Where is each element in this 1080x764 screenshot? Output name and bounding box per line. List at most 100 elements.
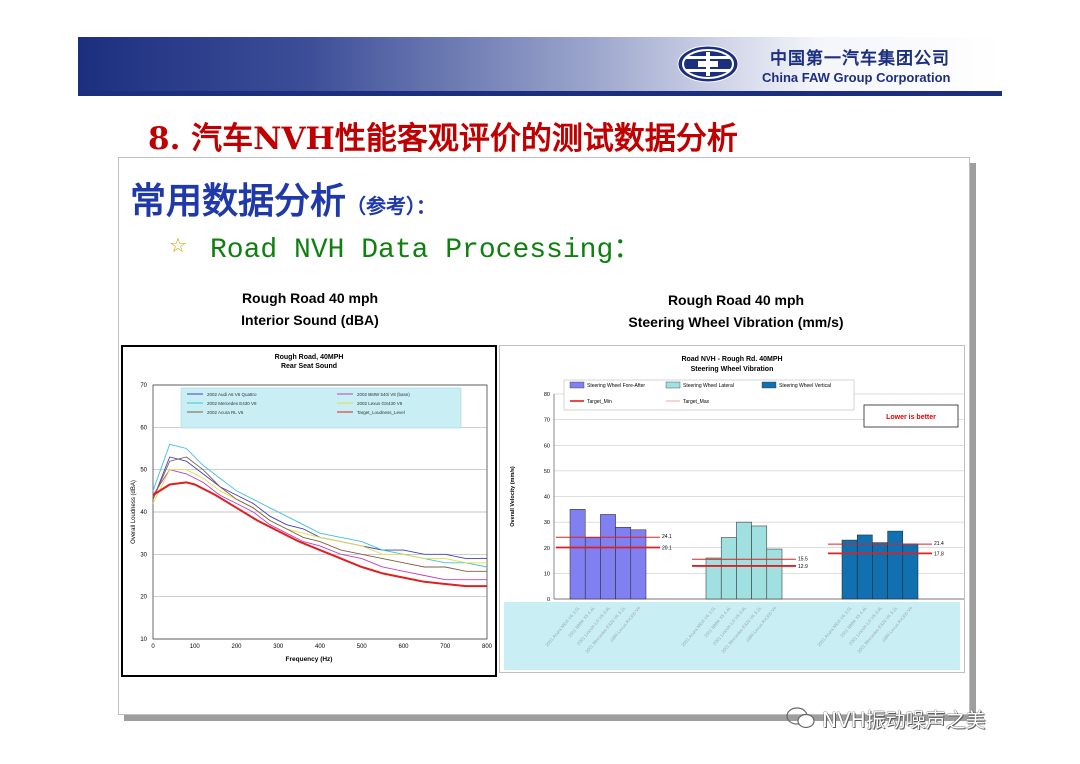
chart1-y-tick: 70 (140, 383, 147, 389)
chart2-bar (902, 543, 919, 600)
company-name-en: China FAW Group Corporation (762, 70, 951, 85)
chart2-bar (600, 514, 616, 600)
section-title-text: 常用数据分析 (130, 180, 347, 222)
chart1-x-tick: 300 (273, 644, 284, 650)
chart1-legend-label: 2002 BMW 540i V8 (base) (357, 392, 410, 397)
chart1-x-tick: 0 (151, 644, 155, 650)
chart2-subtitle: Steering Wheel Vibration (691, 366, 774, 373)
chart2-legend-swatch (761, 381, 777, 389)
chart1-y-tick: 60 (140, 425, 147, 431)
chart2-legend-label: Steering Wheel Fore-After (587, 383, 645, 389)
chart2-y-tick: 10 (544, 571, 550, 577)
chart1-legend-label: 2002 Lexus GS430 V8 (357, 401, 403, 406)
chart2-target-min-label: 17.8 (934, 551, 944, 557)
chart2-y-tick: 80 (544, 392, 550, 398)
chart1-series-line (152, 456, 487, 572)
chart1-y-tick: 40 (140, 510, 147, 516)
chart2-y-tick: 20 (544, 546, 550, 552)
chart2-legend-label: Steering Wheel Vertical (779, 383, 831, 389)
watermark-text: NVH振动噪声之美 (822, 708, 986, 732)
interior-sound-plot: Rough Road, 40MPH Rear Seat Sound 10 20 30 40… (131, 354, 493, 663)
chart2-bar (872, 542, 888, 600)
chart2-legend-label: Steering Wheel Lateral (683, 383, 734, 389)
chart2-y-tick: 70 (544, 418, 550, 424)
chart2-note-text: Lower is better (886, 414, 936, 421)
chart1-legend-box (180, 387, 462, 429)
chart2-bar (705, 557, 722, 600)
chart1-series-line (152, 443, 488, 568)
chart1-x-tick: 400 (315, 644, 326, 650)
chart1-series-line (152, 456, 487, 560)
chart2-legend-swatch (569, 381, 585, 389)
chart2-note-box (863, 404, 959, 428)
chart1-y-tick: 50 (140, 468, 147, 474)
chart1-x-tick: 500 (357, 644, 368, 650)
chart2-legend-target-label: Target_Min (587, 399, 612, 405)
chart1-x-tick: 600 (398, 644, 409, 650)
chart2-y-tick: 60 (544, 443, 550, 449)
steering-vibration-chart: Road NVH - Rough Rd. 40MPH Steering Wheel… (499, 345, 968, 673)
chart2-y-tick: 50 (544, 469, 550, 475)
header-underline (78, 91, 1002, 96)
chart2-legend-box (563, 379, 855, 411)
right-chart-heading: Rough Road 40 mph Steering Wheel Vibrati… (600, 292, 872, 330)
chart2-target-max-label: 15.5 (798, 556, 808, 562)
chart2-bar (720, 537, 737, 600)
chart2-bar (736, 521, 752, 600)
chart1-legend-label: 2002 Audi A6 V6 Quattro (207, 392, 257, 397)
chart2-bar (630, 529, 647, 600)
chart1-legend-label: 2002 Mercedes E430 V8 (207, 401, 257, 406)
chart1-y-tick: 20 (140, 595, 147, 601)
chart1-x-tick: 700 (440, 644, 451, 650)
wechat-icon (786, 707, 815, 729)
chart2-bar (615, 527, 632, 600)
chart1-legend-label: Target_Loudness_Level (357, 410, 405, 415)
chart2-y-tick: 0 (547, 597, 550, 603)
chart1-x-tick: 800 (482, 644, 493, 650)
chart2-y-tick: 30 (544, 520, 550, 526)
chart2-target-max-label: 21.4 (934, 541, 944, 547)
left-chart-heading: Rough Road 40 mph Interior Sound (dBA) (190, 290, 430, 328)
left-chart-heading-line1: Rough Road 40 mph (241, 290, 379, 306)
chart2-y-label: Overall Velocity (mm/s) (510, 466, 516, 527)
chart1-legend-label: 2002 Acura RL V6 (207, 410, 244, 415)
chart2-legend-swatch (665, 381, 681, 389)
chart1-series-line (152, 469, 487, 564)
chart2-legend-target-label: Target_Max (683, 399, 710, 405)
right-chart-heading-line1: Rough Road 40 mph (667, 292, 805, 308)
chart1-title: Rough Road, 40MPH (275, 354, 344, 361)
chart2-bar (766, 548, 783, 600)
section-title: 常用数据分析（参考）： (130, 172, 436, 224)
header-banner (78, 37, 1002, 91)
chart2-bar (569, 509, 586, 600)
chart1-series-line (152, 481, 487, 588)
chart2-y-tick: 40 (544, 495, 550, 501)
section-title-note: （参考）： (346, 194, 437, 218)
chart1-plot-frame (152, 384, 488, 640)
chart1-y-tick: 30 (140, 552, 147, 558)
chart1-subtitle: Rear Seat Sound (281, 363, 337, 370)
chart2-bar (887, 530, 904, 600)
chart2-target-max-label: 24.1 (662, 534, 672, 540)
page-title: 8. 汽车NVH性能客观评价的测试数据分析 (148, 121, 738, 157)
chart2-target-min-label: 12.9 (798, 564, 808, 570)
chart1-x-label: Frequency (Hz) (286, 656, 333, 663)
interior-sound-chart: Rough Road, 40MPH Rear Seat Sound 10 20 30 40… (121, 345, 497, 677)
chart1-series-line (152, 469, 487, 581)
faw-logo-icon (677, 45, 739, 83)
left-chart-heading-line2: Interior Sound (dBA) (241, 312, 379, 328)
chart2-target-min-label: 20.1 (662, 545, 672, 551)
chart1-y-label: Overall Loudness (dBA) (131, 480, 137, 544)
chart2-bar (751, 525, 768, 600)
bullet-text: Road NVH Data Processing： (210, 235, 642, 266)
company-name-cn: 中国第一汽车集团公司 (770, 49, 950, 69)
chart2-category-band (504, 602, 960, 670)
star-icon: ☆ (169, 233, 187, 257)
steering-vibration-plot: Road NVH - Rough Rd. 40MPH Steering Wheel… (504, 356, 968, 670)
chart2-bar (841, 539, 858, 600)
right-chart-heading-line2: Steering Wheel Vibration (mm/s) (628, 314, 844, 330)
chart2-title: Road NVH - Rough Rd. 40MPH (681, 356, 782, 363)
chart1-x-tick: 200 (231, 644, 242, 650)
chart1-y-tick: 10 (140, 637, 147, 643)
chart1-x-tick: 100 (190, 644, 201, 650)
